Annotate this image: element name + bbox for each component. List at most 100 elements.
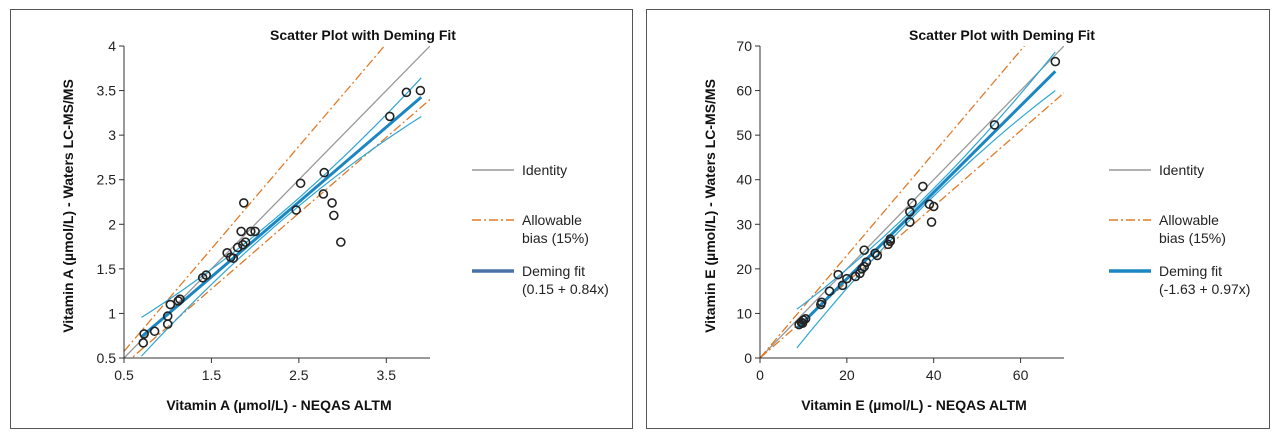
y-tick-label: 4 [108, 38, 116, 54]
data-point [384, 111, 395, 122]
data-point [232, 242, 243, 253]
data-point [238, 239, 248, 250]
bias-lower-line [760, 92, 1064, 358]
x-tick-label: 40 [926, 367, 942, 383]
data-point [336, 237, 346, 247]
chart-title: Scatter Plot with Deming Fit [909, 27, 1095, 43]
y-tick-label: 0.5 [97, 350, 117, 366]
data-point [797, 318, 808, 329]
chart-title: Scatter Plot with Deming Fit [270, 27, 456, 43]
chart-panel-vitamin-a: 0.5 1 1.5 2 2.5 3 3.5 4 0.5 1.5 2.5 3.5 Scatter Plot… [10, 9, 633, 429]
x-tick-label: 0 [756, 367, 764, 383]
data-point [855, 268, 865, 279]
ci-upper-line [141, 77, 422, 318]
data-point [162, 311, 173, 321]
y-tick-label: 1 [108, 305, 116, 321]
legend-bias-label: Allowable [522, 212, 582, 228]
data-point [885, 234, 896, 244]
legend-bias-label: Allowable [1159, 212, 1219, 228]
y-tick-label: 10 [736, 305, 752, 321]
legend-bias-label-2: bias (15%) [1159, 230, 1226, 246]
data-point [240, 237, 251, 247]
data-point [139, 329, 149, 339]
bias-lower-line [130, 98, 430, 358]
data-point [842, 273, 852, 284]
ci-upper-line [796, 51, 1056, 310]
data-point [833, 269, 843, 280]
data-point [837, 280, 848, 291]
y-tick-label: 3 [108, 127, 116, 143]
data-point [1050, 56, 1061, 67]
data-point [926, 217, 937, 227]
y-tick-label: 70 [736, 38, 752, 54]
data-point [173, 296, 184, 306]
legend-fit-label-2: (-1.63 + 0.97x) [1159, 281, 1250, 297]
data-point [291, 205, 302, 215]
y-tick-label: 50 [736, 127, 752, 143]
data-point [824, 286, 835, 296]
data-point [401, 87, 412, 98]
data-point [250, 226, 260, 237]
y-axis-label: Vitamin E (µmol/L) - Waters LC-MS/MS [702, 79, 718, 333]
data-point [872, 250, 883, 261]
data-point [415, 85, 426, 96]
x-tick-label: 60 [1013, 367, 1029, 383]
data-point [907, 198, 917, 208]
data-point [928, 201, 939, 212]
y-tick-label: 20 [736, 261, 752, 277]
legend-bias-label-2: bias (15%) [522, 230, 589, 246]
data-point [201, 270, 211, 280]
data-point [918, 181, 928, 192]
chart-panel-vitamin-e: 0 10 20 30 40 50 60 70 0 20 40 60 Scatter Plot with … [646, 9, 1270, 429]
y-tick-label: 3.5 [97, 83, 117, 99]
data-point [905, 217, 915, 227]
data-point [859, 245, 870, 255]
identity-line [124, 46, 430, 358]
deming-fit-line [140, 96, 423, 338]
ci-lower-line [141, 115, 422, 357]
y-tick-label: 1.5 [97, 261, 117, 277]
data-point [149, 326, 160, 337]
data-point [319, 167, 330, 178]
legend-identity-label: Identity [1159, 162, 1204, 178]
legend-fit-label-2: (0.15 + 0.84x) [522, 281, 609, 297]
x-axis-label: Vitamin A (µmol/L) - NEQAS ALTM [166, 397, 391, 413]
data-point [905, 207, 915, 217]
data-point [816, 297, 827, 308]
x-tick-label: 0.5 [114, 367, 134, 383]
data-point [295, 178, 306, 189]
data-point [245, 226, 256, 237]
data-point [228, 253, 239, 263]
legend-fit-label: Deming fit [522, 263, 585, 279]
bias-upper-line [124, 46, 386, 352]
data-point [165, 299, 176, 310]
y-tick-label: 0 [744, 350, 752, 366]
identity-line [760, 46, 1064, 358]
y-tick-label: 2 [108, 216, 116, 232]
legend-identity-label: Identity [522, 162, 567, 178]
bias-upper-line [760, 46, 1026, 358]
x-axis-label: Vitamin E (µmol/L) - NEQAS ALTM [801, 397, 1027, 413]
legend-fit-label: Deming fit [1159, 263, 1222, 279]
deming-fit-line [795, 70, 1057, 330]
data-point [870, 248, 880, 259]
y-tick-label: 2.5 [97, 172, 117, 188]
data-point [861, 257, 872, 267]
x-tick-label: 20 [839, 367, 855, 383]
data-point [318, 189, 329, 199]
y-tick-label: 40 [736, 172, 752, 188]
x-tick-label: 1.5 [202, 367, 222, 383]
x-tick-label: 2.5 [289, 367, 309, 383]
data-point [175, 294, 185, 304]
chart-vitamin-e: 0 10 20 30 40 50 60 70 0 20 40 60 Scatter Plot with … [702, 27, 1250, 413]
data-point [236, 226, 246, 237]
data-point [138, 338, 149, 348]
chart-vitamin-a: 0.5 1 1.5 2 2.5 3 3.5 4 0.5 1.5 2.5 3.5 Scatter Plot… [60, 27, 609, 413]
data-point [238, 198, 249, 208]
y-axis-label: Vitamin A (µmol/L) - Waters LC-MS/MS [60, 79, 76, 333]
y-tick-label: 30 [736, 216, 752, 232]
y-tick-label: 60 [736, 83, 752, 99]
ci-lower-line [796, 90, 1056, 349]
data-point [989, 120, 1000, 130]
x-tick-label: 3.5 [377, 367, 397, 383]
